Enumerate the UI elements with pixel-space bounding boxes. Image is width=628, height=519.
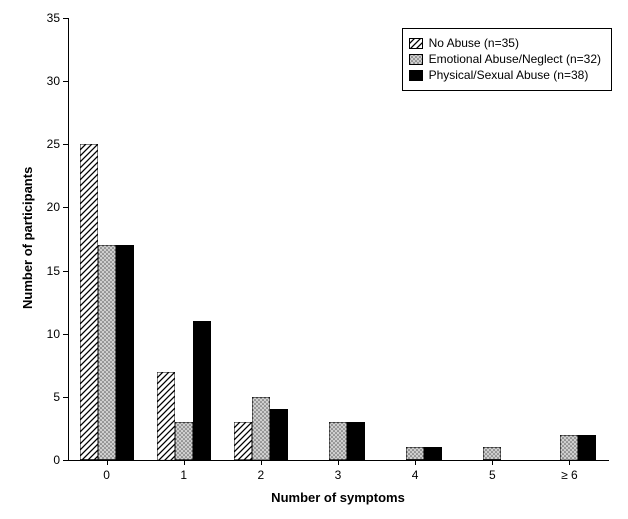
y-tick-label: 0 <box>38 453 60 467</box>
y-tick <box>63 81 68 82</box>
y-tick-label: 20 <box>38 200 60 214</box>
bar <box>483 447 501 460</box>
y-tick <box>63 397 68 398</box>
x-tick <box>492 460 493 465</box>
x-tick <box>569 460 570 465</box>
x-tick <box>338 460 339 465</box>
y-tick-label: 5 <box>38 390 60 404</box>
bar <box>424 447 442 460</box>
bar <box>406 447 424 460</box>
y-tick <box>63 144 68 145</box>
y-axis-title: Number of participants <box>20 167 35 309</box>
bar <box>329 422 347 460</box>
y-tick-label: 35 <box>38 11 60 25</box>
x-tick-label: 0 <box>103 468 110 482</box>
x-axis-title: Number of symptoms <box>271 490 405 505</box>
bar <box>234 422 252 460</box>
x-tick-label: 3 <box>335 468 342 482</box>
y-tick-label: 10 <box>38 327 60 341</box>
bar <box>252 397 270 460</box>
y-tick <box>63 207 68 208</box>
bar <box>347 422 365 460</box>
bar <box>193 321 211 460</box>
legend-swatch <box>409 70 423 81</box>
x-tick-label: 5 <box>489 468 496 482</box>
x-tick-label: ≥ 6 <box>561 468 578 482</box>
bar <box>175 422 193 460</box>
legend-swatch <box>409 38 423 49</box>
y-tick <box>63 18 68 19</box>
y-tick-label: 15 <box>38 264 60 278</box>
x-tick-label: 2 <box>258 468 265 482</box>
legend: No Abuse (n=35)Emotional Abuse/Neglect (… <box>402 28 612 91</box>
y-tick <box>63 271 68 272</box>
bar <box>270 409 288 460</box>
legend-row: Physical/Sexual Abuse (n=38) <box>409 67 601 83</box>
legend-label: Physical/Sexual Abuse (n=38) <box>429 67 589 83</box>
y-tick <box>63 334 68 335</box>
bar <box>560 435 578 460</box>
bar <box>80 144 98 460</box>
y-tick-label: 30 <box>38 74 60 88</box>
legend-label: No Abuse (n=35) <box>429 35 519 51</box>
chart-container: Number of participants Number of symptom… <box>0 0 628 519</box>
y-tick <box>63 460 68 461</box>
bar <box>157 372 175 460</box>
x-tick-label: 4 <box>412 468 419 482</box>
x-tick <box>107 460 108 465</box>
legend-swatch <box>409 54 423 65</box>
bar <box>116 245 134 460</box>
x-tick <box>415 460 416 465</box>
legend-label: Emotional Abuse/Neglect (n=32) <box>429 51 601 67</box>
x-tick <box>261 460 262 465</box>
bar <box>98 245 116 460</box>
x-tick-label: 1 <box>180 468 187 482</box>
x-tick <box>184 460 185 465</box>
y-tick-label: 25 <box>38 137 60 151</box>
bar <box>578 435 596 460</box>
legend-row: Emotional Abuse/Neglect (n=32) <box>409 51 601 67</box>
legend-row: No Abuse (n=35) <box>409 35 601 51</box>
